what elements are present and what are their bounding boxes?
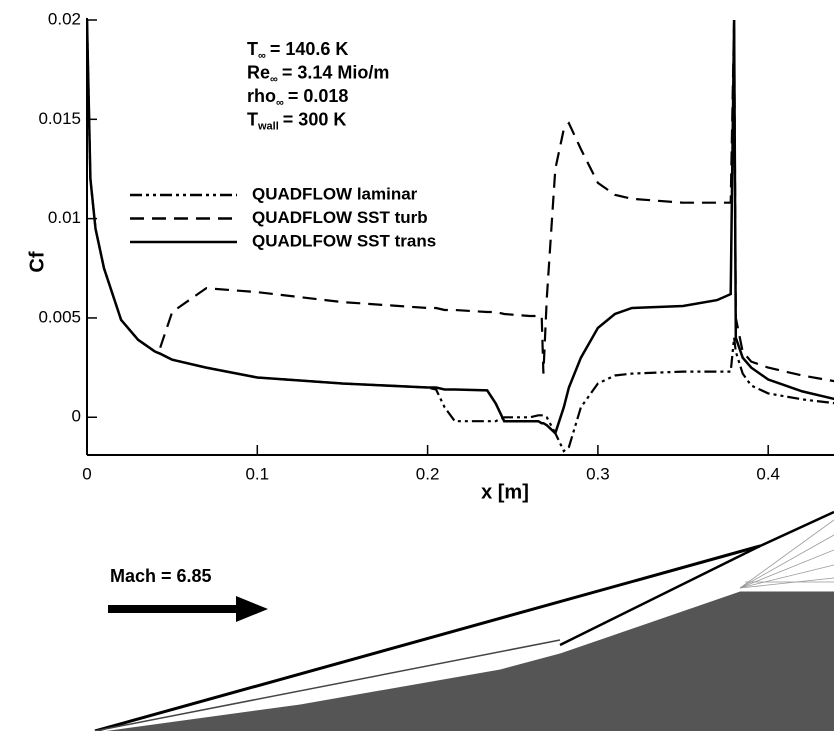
shock (759, 510, 834, 548)
annotation-subscript: ∞ (276, 97, 284, 109)
annotation-symbol: T (247, 109, 258, 129)
x-tick-label: 0 (82, 464, 91, 483)
x-axis-label: x [m] (481, 481, 529, 503)
annotation-symbol: T (247, 39, 258, 59)
body (95, 590, 834, 731)
annotation-text: = 3.14 Mio/m (282, 62, 390, 82)
expansion-fan (739, 519, 834, 589)
shock (94, 544, 761, 731)
series-line (87, 19, 834, 453)
flow-label: Mach = 6.85 (110, 566, 212, 586)
x-tick-label: 0.2 (416, 464, 440, 483)
annotation-subscript: wall (257, 120, 279, 132)
annotation-text: = 140.6 K (270, 39, 349, 59)
annotation-symbol: Re (247, 62, 270, 82)
annotation: rho∞ = 0.018 (247, 86, 348, 109)
y-tick-label: 0 (72, 407, 81, 426)
annotation: Re∞ = 3.14 Mio/m (247, 62, 389, 85)
annotation: Twall = 300 K (247, 109, 346, 132)
legend-label: QUADFLOW SST turb (252, 208, 428, 227)
y-tick-label: 0.015 (38, 109, 81, 128)
annotation-symbol: rho (247, 86, 276, 106)
annotation: T∞ = 140.6 K (247, 39, 348, 62)
y-tick-label: 0.005 (38, 307, 81, 326)
annotation-text: = 0.018 (288, 86, 349, 106)
series-line (87, 19, 834, 436)
annotation-text: = 300 K (283, 109, 347, 129)
x-tick-label: 0.4 (756, 464, 780, 483)
x-tick-label: 0.3 (586, 464, 610, 483)
annotation-subscript: ∞ (270, 73, 278, 85)
wall-contour (94, 588, 834, 731)
flow-arrow-head (236, 596, 268, 622)
shock (94, 639, 561, 731)
schematic: Mach = 6.85 (94, 510, 834, 731)
legend-label: QUADLFOW SST trans (252, 231, 436, 250)
annotation-subscript: ∞ (258, 50, 266, 62)
x-tick-label: 0.1 (245, 464, 269, 483)
shock (559, 544, 761, 647)
y-axis-label: Cf (26, 251, 48, 272)
y-tick-label: 0.01 (48, 208, 81, 227)
y-tick-label: 0.02 (48, 9, 81, 28)
legend-label: QUADFLOW laminar (252, 184, 418, 203)
